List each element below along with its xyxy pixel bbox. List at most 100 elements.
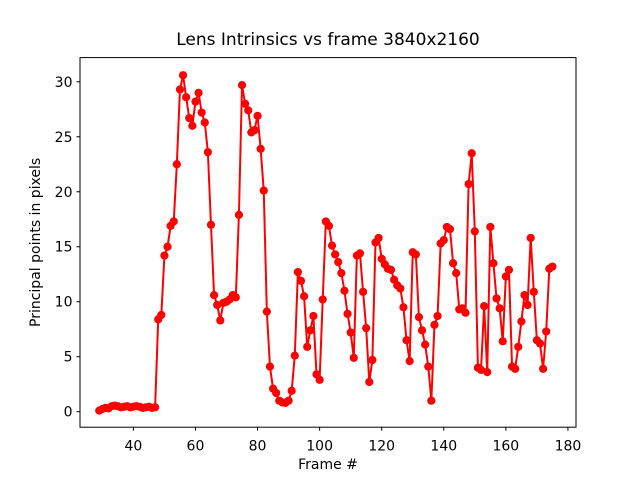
data-point-marker — [331, 250, 340, 259]
data-point-marker — [343, 309, 352, 318]
data-point-marker — [284, 396, 293, 405]
data-point-marker — [151, 403, 160, 412]
data-point-marker — [169, 217, 178, 226]
data-point-marker — [526, 233, 535, 243]
data-point-marker — [427, 396, 436, 405]
data-point-marker — [188, 121, 197, 130]
data-point-marker — [470, 227, 479, 236]
data-point-marker — [309, 311, 318, 321]
plot-area: 40 60 80 100 120 140 160 180 0 5 10 15 20 25 30 — [55, 57, 582, 455]
data-point-marker — [358, 287, 368, 296]
data-point-marker — [492, 294, 501, 303]
data-point-marker — [163, 242, 172, 251]
data-point-marker — [480, 302, 489, 311]
data-point-marker — [523, 300, 532, 310]
data-point-marker — [259, 186, 268, 195]
data-point-marker — [287, 386, 296, 395]
x-tick-label: 40 — [124, 439, 142, 455]
data-point-marker — [542, 327, 551, 336]
data-point-marker — [504, 265, 514, 274]
y-tick-label: 25 — [55, 130, 73, 146]
x-tick-label: 100 — [306, 439, 333, 455]
x-tick-label: 180 — [555, 439, 582, 455]
data-point-marker — [234, 210, 244, 219]
data-point-marker — [365, 377, 374, 387]
data-point-marker — [182, 93, 191, 102]
data-point-marker — [464, 179, 473, 189]
data-point-marker — [334, 258, 343, 267]
y-tick-label: 15 — [55, 240, 73, 256]
chart-title: Lens Intrinsics vs frame 3840x2160 — [176, 30, 480, 50]
data-point-marker — [417, 326, 427, 335]
x-tick-label: 140 — [430, 439, 457, 455]
data-point-marker — [539, 364, 548, 373]
y-axis-label: Principal points in pixels — [28, 158, 44, 327]
data-point-marker — [483, 368, 492, 377]
data-point-marker — [253, 111, 262, 120]
x-tick-label: 120 — [368, 439, 395, 455]
data-point-marker — [414, 313, 424, 322]
data-point-marker — [520, 291, 529, 300]
data-point-marker — [399, 303, 408, 312]
data-point-marker — [293, 267, 302, 277]
data-point-marker — [194, 88, 203, 97]
data-point-marker — [315, 375, 324, 384]
y-tick-label: 10 — [55, 295, 73, 311]
y-tick-label: 30 — [55, 75, 73, 91]
data-point-marker — [548, 262, 557, 271]
y-tick-label: 5 — [64, 350, 73, 366]
data-point-marker — [402, 336, 411, 345]
data-point-marker — [203, 148, 212, 157]
data-point-marker — [306, 326, 315, 335]
data-point-marker — [318, 295, 327, 304]
data-point-marker — [237, 80, 247, 90]
data-point-marker — [197, 108, 206, 117]
data-point-marker — [514, 342, 523, 351]
data-point-marker — [489, 259, 498, 268]
data-point-marker — [337, 269, 346, 278]
data-point-marker — [206, 220, 216, 229]
data-point-marker — [272, 388, 281, 398]
data-point-marker — [178, 71, 188, 80]
data-point-marker — [495, 304, 504, 313]
data-point-marker — [209, 291, 219, 300]
x-tick-label: 80 — [249, 439, 267, 455]
data-point-marker — [250, 126, 259, 135]
data-point-marker — [421, 340, 430, 349]
data-point-marker — [265, 362, 275, 371]
data-point-marker — [185, 113, 194, 123]
data-point-marker — [296, 276, 306, 285]
data-point-marker — [327, 241, 337, 250]
data-point-marker — [501, 272, 510, 281]
data-point-marker — [324, 221, 334, 230]
data-point-marker — [241, 99, 250, 108]
y-tick-label: 0 — [64, 405, 73, 421]
data-point-marker — [486, 222, 495, 232]
data-point-marker — [467, 149, 476, 158]
data-point-marker — [256, 144, 265, 153]
data-point-marker — [445, 225, 455, 234]
data-point-marker — [405, 357, 414, 366]
data-point-marker — [213, 300, 222, 310]
data-point-marker — [303, 342, 312, 351]
x-tick-label: 60 — [187, 439, 205, 455]
data-point-marker — [157, 310, 166, 320]
axes-background — [80, 57, 576, 428]
data-point-marker — [290, 351, 299, 360]
data-point-marker — [262, 307, 271, 316]
data-point-marker — [517, 317, 526, 326]
data-point-marker — [374, 233, 383, 243]
data-point-marker — [191, 97, 200, 106]
data-point-marker — [362, 324, 371, 333]
data-point-marker — [386, 265, 396, 274]
data-point-marker — [411, 250, 420, 259]
x-axis-label: Frame # — [298, 457, 358, 473]
data-point-marker — [244, 106, 253, 115]
data-point-marker — [511, 364, 520, 373]
y-tick-label: 20 — [55, 185, 73, 201]
data-point-marker — [340, 286, 349, 295]
data-point-marker — [231, 293, 240, 302]
x-tick-label: 160 — [492, 439, 519, 455]
